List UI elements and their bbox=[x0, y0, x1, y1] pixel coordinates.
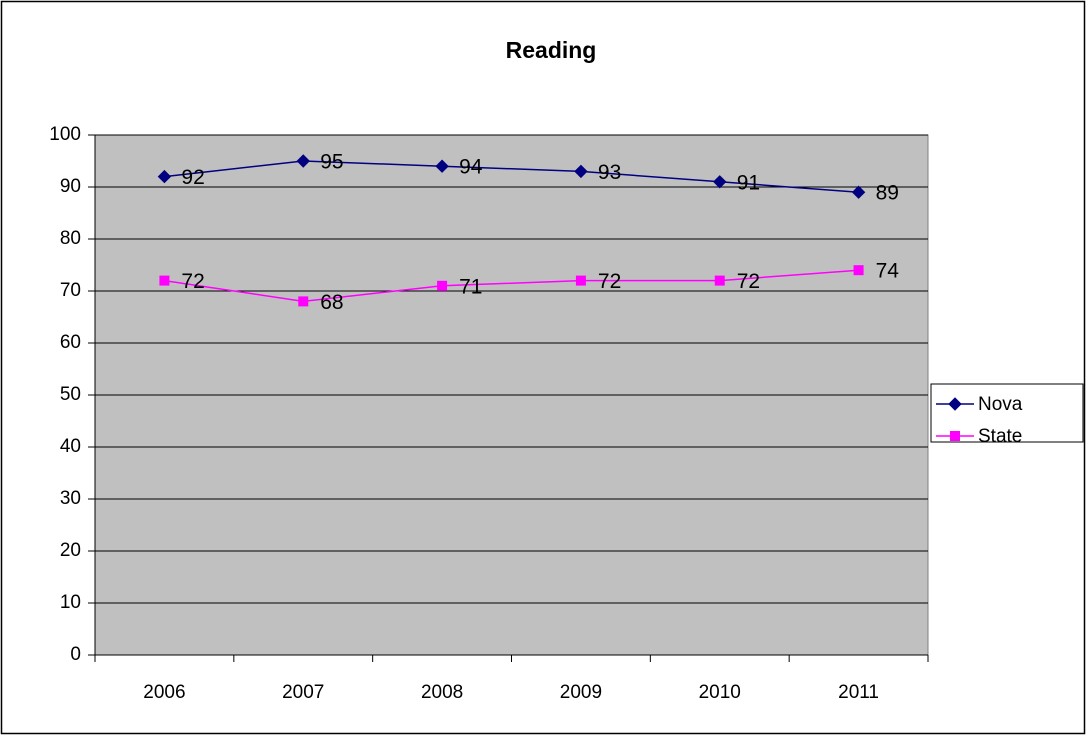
x-tick-label: 2010 bbox=[699, 682, 741, 703]
legend-label: Nova bbox=[978, 394, 1023, 415]
series-line bbox=[164, 160, 859, 193]
data-label: 74 bbox=[876, 260, 900, 283]
y-tick-label: 20 bbox=[60, 540, 81, 561]
data-label: 92 bbox=[181, 166, 204, 189]
legend-marker bbox=[948, 397, 962, 411]
data-label: 93 bbox=[598, 161, 621, 184]
y-tick-label: 80 bbox=[60, 228, 81, 249]
y-tick-label: 0 bbox=[70, 644, 81, 665]
data-point bbox=[298, 296, 309, 307]
data-point bbox=[435, 159, 449, 173]
data-point bbox=[853, 265, 864, 276]
data-label: 91 bbox=[737, 171, 760, 194]
data-point bbox=[296, 154, 310, 168]
data-label: 72 bbox=[598, 270, 621, 293]
y-tick-label: 60 bbox=[60, 332, 81, 353]
data-label: 72 bbox=[181, 270, 204, 293]
y-tick-label: 10 bbox=[60, 592, 81, 613]
x-tick-label: 2006 bbox=[143, 682, 185, 703]
data-label: 72 bbox=[737, 270, 760, 293]
data-point bbox=[574, 164, 588, 179]
data-point bbox=[437, 280, 448, 291]
data-label: 95 bbox=[320, 151, 343, 174]
data-point bbox=[714, 275, 725, 286]
data-point bbox=[157, 169, 172, 184]
data-label: 68 bbox=[320, 291, 343, 314]
y-tick-label: 50 bbox=[60, 384, 81, 405]
data-point bbox=[575, 275, 586, 286]
data-point bbox=[713, 175, 727, 189]
y-tick-label: 30 bbox=[60, 488, 81, 509]
y-tick-label: 90 bbox=[60, 176, 81, 197]
series-line bbox=[164, 269, 859, 303]
x-tick-label: 2009 bbox=[560, 682, 602, 703]
chart-title: Reading bbox=[506, 37, 597, 63]
data-point bbox=[851, 185, 866, 199]
x-tick-label: 2008 bbox=[421, 682, 463, 703]
legend-label: State bbox=[978, 426, 1022, 447]
data-label: 71 bbox=[459, 275, 482, 298]
y-tick-label: 70 bbox=[60, 280, 81, 301]
data-point bbox=[159, 275, 170, 286]
x-tick-label: 2007 bbox=[282, 682, 324, 703]
x-tick-label: 2011 bbox=[838, 682, 879, 703]
data-label: 89 bbox=[876, 182, 899, 205]
data-label: 94 bbox=[459, 156, 483, 179]
y-tick-label: 100 bbox=[49, 124, 81, 145]
y-tick-label: 40 bbox=[60, 436, 81, 457]
legend-marker bbox=[950, 431, 960, 441]
